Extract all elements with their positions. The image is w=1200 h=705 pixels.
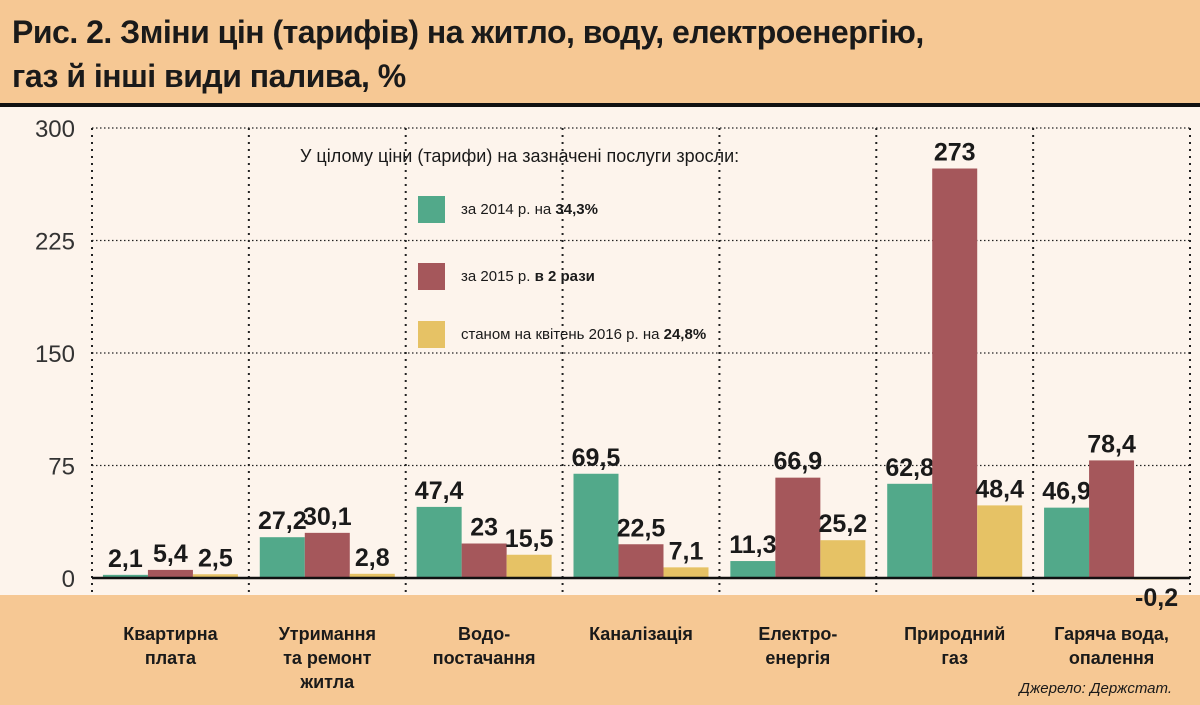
legend-swatch <box>418 262 445 290</box>
bar <box>820 540 866 578</box>
data-label: 23 <box>470 514 498 542</box>
bar <box>775 477 821 578</box>
category-label-line: Гаряча вода, <box>1054 624 1169 644</box>
source-note: Джерело: Держстат. <box>1019 680 1172 697</box>
category-label: Водо-постачання <box>409 622 559 670</box>
bar <box>102 574 148 578</box>
bar <box>192 574 238 578</box>
legend-text-bold: в 2 рази <box>534 267 595 285</box>
data-label: 11,3 <box>729 531 776 559</box>
category-label-line: Каналізація <box>589 624 693 644</box>
legend-text: за 2015 р. в 2 рази <box>461 268 595 285</box>
legend-text-plain: за 2014 р. на <box>461 200 556 218</box>
legend-item: станом на квітень 2016 р. на 24,8% <box>418 320 706 348</box>
category-label: Квартирна плата <box>95 622 245 670</box>
bar <box>349 573 395 578</box>
title-line-1: Рис. 2. Зміни цін (тарифів) на житло, во… <box>12 14 924 50</box>
data-label: 66,9 <box>774 448 823 476</box>
bar <box>932 168 978 578</box>
bar <box>259 537 305 578</box>
chart-title: Рис. 2. Зміни цін (тарифів) на житло, во… <box>12 10 924 98</box>
title-line-2: газ й інші види палива, % <box>12 58 406 94</box>
bar <box>618 544 664 578</box>
y-tick-label: 0 <box>62 566 75 593</box>
data-label: 46,9 <box>1042 478 1091 506</box>
bar <box>461 543 507 578</box>
bar <box>1044 507 1090 578</box>
category-label: Каналізація <box>566 622 716 646</box>
data-label: 69,5 <box>572 444 621 472</box>
legend-title: У цілому ціни (тарифи) на зазначені посл… <box>300 146 740 166</box>
data-label: 2,1 <box>108 545 143 573</box>
bar <box>1089 460 1135 578</box>
bar <box>887 483 933 578</box>
category-label-line: газ <box>941 648 969 668</box>
category-label: Утримання та ремонт житла <box>252 622 402 694</box>
data-label: 47,4 <box>415 477 464 505</box>
legend-text: за 2014 р. на 34,3% <box>461 201 598 218</box>
data-label: 7,1 <box>669 537 704 565</box>
legend-item: за 2014 р. на 34,3% <box>418 195 598 223</box>
data-label: 15,5 <box>505 525 554 553</box>
bar <box>573 473 619 578</box>
category-label: Природний газ <box>880 622 1030 670</box>
bar <box>506 554 552 578</box>
bar <box>147 569 193 578</box>
data-label: 62,8 <box>885 454 934 482</box>
category-label: Гаряча вода, опалення <box>1037 622 1187 670</box>
legend-text-plain: станом на квітень 2016 р. на <box>461 325 664 343</box>
title-band: Рис. 2. Зміни цін (тарифів) на житло, во… <box>0 0 1200 107</box>
legend-swatch <box>418 320 445 348</box>
data-label: 78,4 <box>1087 430 1136 458</box>
bar <box>663 567 709 578</box>
legend-text-plain: за 2015 р. <box>461 267 535 285</box>
legend-text-bold: 24,8% <box>663 325 707 343</box>
data-label: 5,4 <box>153 540 188 568</box>
y-tick-label: 225 <box>35 229 75 256</box>
category-label-line: Електро- <box>758 624 838 644</box>
category-label-line: енергія <box>765 648 831 668</box>
y-tick-label: 75 <box>48 454 75 481</box>
category-label: Електро-енергія <box>723 622 873 670</box>
category-band <box>0 595 1200 705</box>
category-label-line: житла <box>300 672 355 692</box>
category-label-line: постачання <box>432 648 536 668</box>
data-label: 273 <box>934 139 976 167</box>
bar <box>730 561 776 578</box>
bar <box>304 532 350 578</box>
category-label-line: опалення <box>1068 648 1155 668</box>
category-label-line: плата <box>144 648 196 668</box>
data-label: 48,4 <box>975 475 1024 503</box>
category-label-line: Водо- <box>458 624 511 644</box>
data-label: -0,2 <box>1135 584 1178 612</box>
legend-item: за 2015 р. в 2 рази <box>418 262 595 290</box>
y-tick-label: 300 <box>35 116 75 143</box>
y-tick-label: 150 <box>35 341 75 368</box>
legend-text-bold: 34,3% <box>555 200 598 218</box>
legend-text: станом на квітень 2016 р. на 24,8% <box>461 326 706 343</box>
data-label: 25,2 <box>819 510 868 538</box>
category-label-line: Утримання <box>278 624 376 644</box>
data-label: 2,8 <box>355 544 390 572</box>
category-label-line: Квартирна <box>123 624 218 644</box>
bar <box>977 505 1023 578</box>
data-label: 22,5 <box>617 514 666 542</box>
category-label-line: та ремонт <box>283 648 372 668</box>
legend-swatch <box>418 195 445 223</box>
category-label-line: Природний <box>904 624 1006 644</box>
data-label: 27,2 <box>258 507 307 535</box>
data-label: 2,5 <box>198 544 233 572</box>
bar <box>416 506 462 578</box>
data-label: 30,1 <box>303 503 352 531</box>
